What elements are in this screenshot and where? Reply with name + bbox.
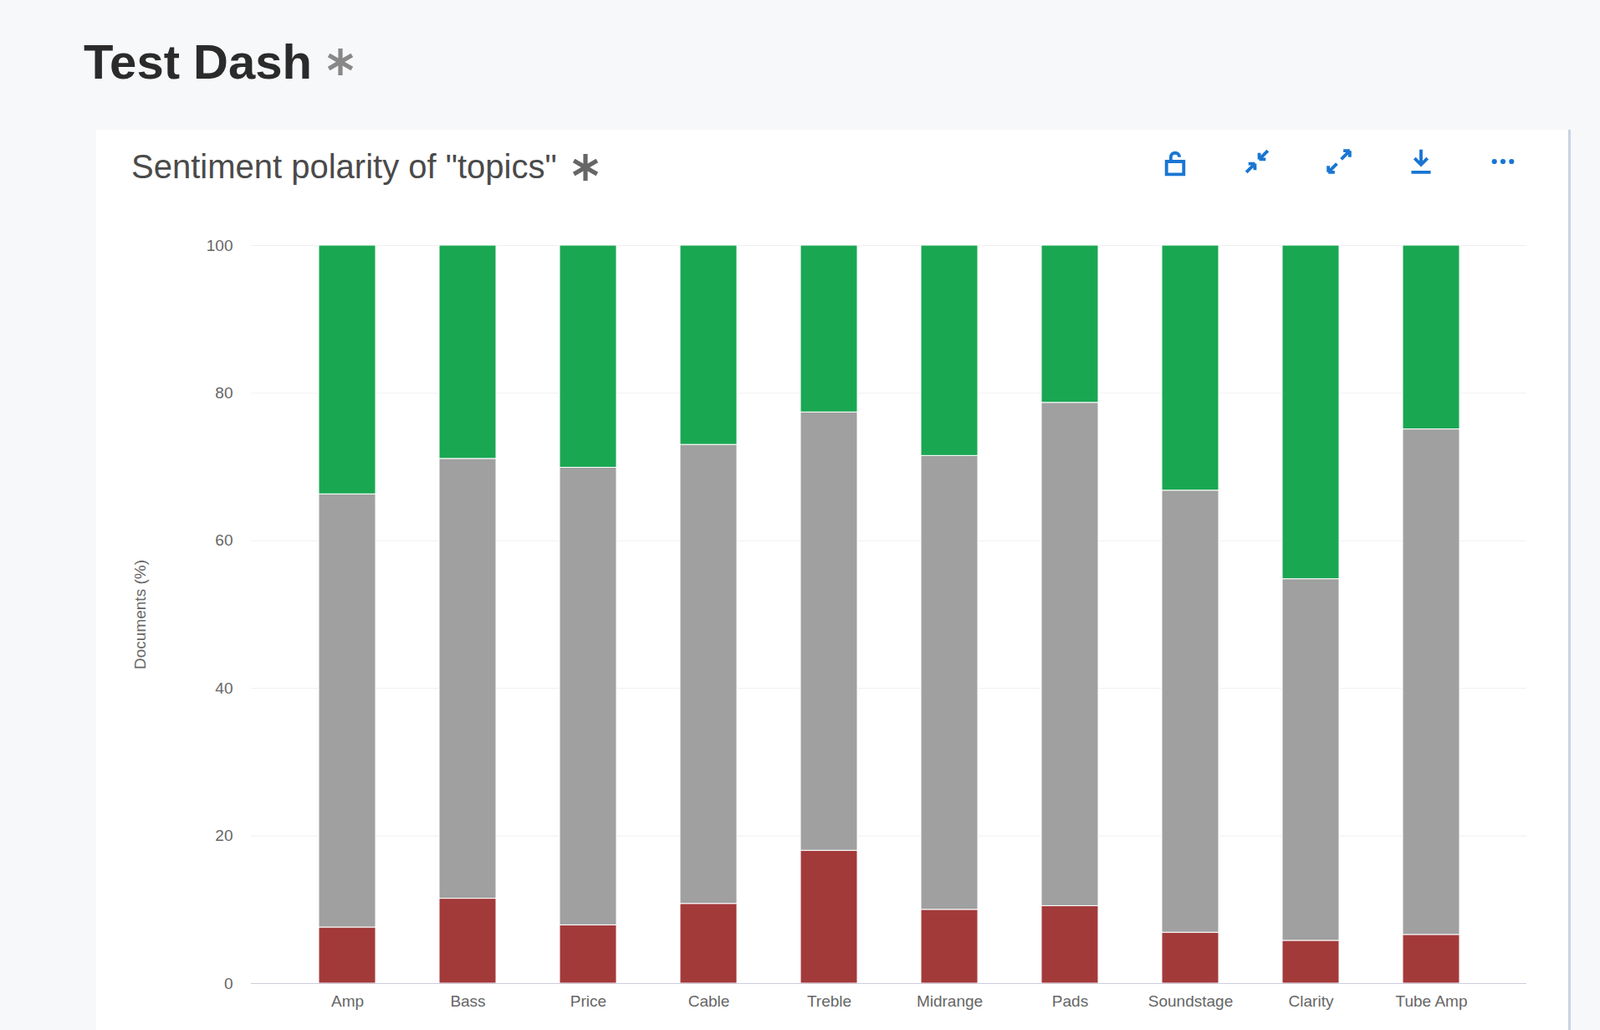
svg-text:Midrange: Midrange bbox=[916, 991, 983, 1010]
svg-text:100: 100 bbox=[206, 236, 234, 255]
svg-text:Documents (%): Documents (%) bbox=[131, 559, 149, 670]
svg-text:20: 20 bbox=[214, 826, 233, 844]
svg-text:Amp: Amp bbox=[331, 991, 364, 1010]
svg-text:Clarity: Clarity bbox=[1288, 991, 1335, 1010]
html-text:Test Dash: Test Dash bbox=[83, 34, 312, 89]
svg-text:Bass: Bass bbox=[449, 991, 486, 1010]
svg-text:80: 80 bbox=[214, 383, 233, 402]
svg-text:60: 60 bbox=[214, 531, 233, 549]
svg-text:Treble: Treble bbox=[807, 991, 852, 1010]
svg-text:0: 0 bbox=[224, 974, 234, 992]
svg-text:Price: Price bbox=[570, 991, 607, 1010]
svg-text:Tube Amp: Tube Amp bbox=[1395, 991, 1468, 1010]
svg-text:Soundstage: Soundstage bbox=[1148, 991, 1233, 1010]
svg-text:Pads: Pads bbox=[1052, 991, 1089, 1010]
svg-text:40: 40 bbox=[214, 679, 233, 697]
svg-text:Cable: Cable bbox=[688, 991, 731, 1010]
html-text:Sentiment polarity of "topics": Sentiment polarity of "topics" bbox=[131, 148, 557, 185]
